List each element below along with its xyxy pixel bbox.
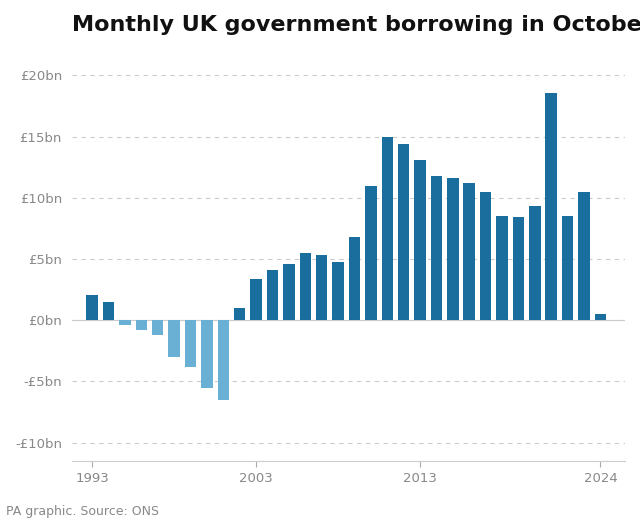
Bar bbox=[316, 255, 328, 320]
Bar bbox=[447, 178, 459, 320]
Bar bbox=[119, 320, 131, 325]
Bar bbox=[234, 308, 245, 320]
Bar bbox=[283, 264, 294, 320]
Text: PA graphic. Source: ONS: PA graphic. Source: ONS bbox=[6, 505, 159, 518]
Bar bbox=[529, 206, 541, 320]
Bar bbox=[103, 302, 114, 320]
Bar bbox=[136, 320, 147, 330]
Bar bbox=[431, 176, 442, 320]
Bar bbox=[365, 185, 376, 320]
Bar bbox=[545, 93, 557, 320]
Bar bbox=[381, 137, 393, 320]
Bar bbox=[595, 314, 606, 320]
Bar bbox=[480, 192, 492, 320]
Bar bbox=[398, 144, 410, 320]
Bar bbox=[152, 320, 163, 335]
Bar bbox=[250, 279, 262, 320]
Bar bbox=[332, 262, 344, 320]
Bar bbox=[86, 294, 98, 320]
Bar bbox=[168, 320, 180, 357]
Bar bbox=[185, 320, 196, 367]
Bar bbox=[201, 320, 212, 388]
Bar bbox=[579, 192, 589, 320]
Bar bbox=[414, 160, 426, 320]
Bar bbox=[218, 320, 229, 400]
Bar bbox=[496, 216, 508, 320]
Text: Monthly UK government borrowing in October: Monthly UK government borrowing in Octob… bbox=[72, 15, 640, 35]
Bar bbox=[562, 216, 573, 320]
Bar bbox=[349, 237, 360, 320]
Bar bbox=[513, 217, 524, 320]
Bar bbox=[267, 270, 278, 320]
Bar bbox=[300, 253, 311, 320]
Bar bbox=[463, 183, 475, 320]
